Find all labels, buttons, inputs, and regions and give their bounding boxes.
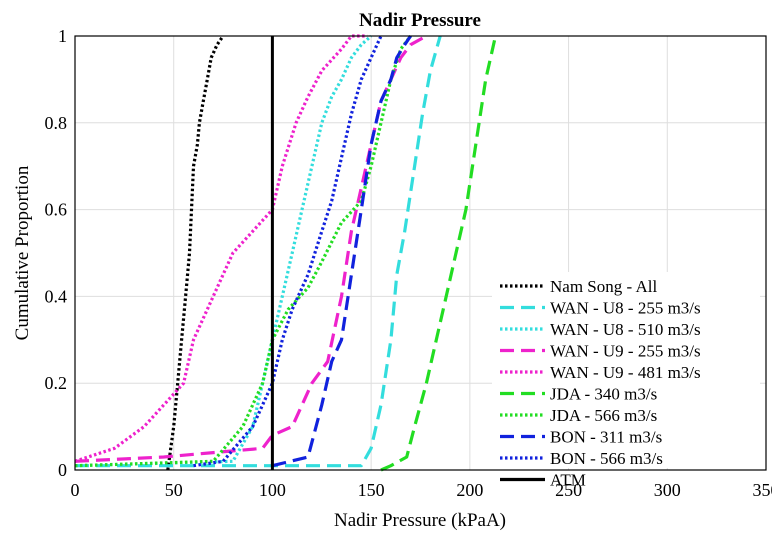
series-line-5 (380, 35, 498, 472)
legend-label-6: JDA - 566 m3/s (550, 406, 657, 425)
legend-label-5: JDA - 340 m3/s (550, 385, 657, 404)
legend-label-4: WAN - U9 - 481 m3/s (550, 363, 701, 382)
legend-label-3: WAN - U9 - 255 m3/s (550, 342, 701, 361)
x-tick-label: 250 (555, 480, 582, 500)
series-line-8 (193, 35, 383, 468)
x-tick-label: 50 (165, 480, 183, 500)
y-axis-label: Cumulative Proportion (12, 165, 33, 340)
series-layer (74, 34, 498, 472)
legend: Nam Song - All WAN - U8 - 255 m3/s WAN - U… (492, 272, 760, 490)
series-line-6 (74, 35, 412, 468)
y-tick-label: 0.8 (45, 113, 68, 133)
x-tick-labels: 0 50 100 150 200 250 300 350 (71, 480, 772, 500)
chart-title: Nadir Pressure (359, 10, 481, 31)
x-axis-label: Nadir Pressure (kPaA) (334, 510, 506, 531)
legend-label-9: ATM (550, 471, 586, 490)
y-tick-label: 0.6 (45, 200, 68, 220)
legend-label-8: BON - 566 m3/s (550, 449, 663, 468)
x-tick-label: 150 (358, 480, 385, 500)
series-line-7 (272, 35, 412, 468)
legend-label-7: BON - 311 m3/s (550, 428, 662, 447)
x-tick-label: 300 (654, 480, 681, 500)
series-line-4 (74, 34, 368, 463)
series-line-0 (166, 35, 225, 471)
y-tick-label: 0 (58, 460, 67, 480)
x-tick-label: 0 (71, 480, 80, 500)
y-tick-labels: 0 0.2 0.4 0.6 0.8 1 (45, 26, 68, 480)
series-line-3 (74, 34, 428, 463)
legend-box (492, 272, 760, 468)
y-tick-label: 0.4 (45, 286, 68, 306)
y-tick-label: 1 (58, 26, 67, 46)
legend-label-2: WAN - U8 - 510 m3/s (550, 320, 701, 339)
series-line-1 (75, 35, 442, 468)
legend-label-1: WAN - U8 - 255 m3/s (550, 299, 701, 318)
legend-label-0: Nam Song - All (550, 277, 657, 296)
x-tick-label: 100 (259, 480, 286, 500)
y-tick-label: 0.2 (45, 373, 68, 393)
series-line-2 (74, 34, 373, 468)
plot-frame (74, 35, 767, 471)
x-tick-label: 350 (753, 480, 772, 500)
x-tick-label: 200 (456, 480, 483, 500)
